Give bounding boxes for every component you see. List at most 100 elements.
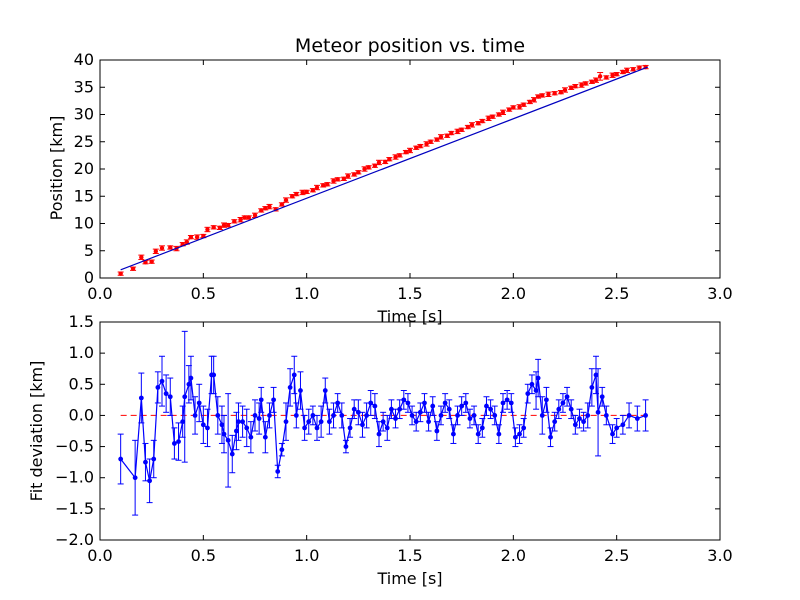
data-point <box>147 478 153 484</box>
data-point <box>583 81 588 86</box>
data-point <box>500 400 506 406</box>
data-point <box>155 385 161 390</box>
data-point <box>345 173 351 179</box>
x-axis-label: Time [s] <box>376 569 442 588</box>
data-point <box>153 249 158 254</box>
data-point <box>479 425 485 431</box>
data-point <box>610 431 615 437</box>
data-point <box>409 413 415 418</box>
data-point <box>225 437 231 443</box>
data-point <box>176 439 181 444</box>
data-point <box>343 444 349 449</box>
data-point <box>424 141 429 147</box>
data-point <box>535 94 541 99</box>
data-point <box>310 188 316 193</box>
data-point <box>599 394 605 400</box>
data-point <box>426 419 431 425</box>
x-tick-label: 1.5 <box>397 284 422 303</box>
data-point <box>298 388 303 393</box>
data-point <box>293 413 299 418</box>
data-point <box>434 428 440 434</box>
data-point <box>517 104 522 110</box>
data-point <box>130 266 136 271</box>
data-point <box>610 73 615 78</box>
data-point <box>283 197 289 203</box>
data-point <box>513 434 518 440</box>
data-point <box>403 149 409 155</box>
y-tick-label: −1.5 <box>55 499 94 518</box>
data-point <box>414 145 419 150</box>
data-point <box>290 194 295 199</box>
data-point <box>389 406 394 412</box>
x-tick-label: 3.0 <box>707 284 732 303</box>
data-point <box>360 422 365 428</box>
x-axis-label: Time [s] <box>376 307 442 326</box>
data-point <box>393 154 398 160</box>
x-tick-label: 0.0 <box>87 546 112 565</box>
data-point <box>194 234 200 240</box>
y-axis-label: Position [km] <box>47 116 66 221</box>
data-point <box>267 413 272 418</box>
data-point <box>139 255 144 260</box>
data-point <box>577 416 582 421</box>
data-point <box>159 378 165 384</box>
data-point <box>434 137 440 142</box>
data-point <box>539 413 545 418</box>
data-point <box>331 413 336 418</box>
data-point <box>643 413 648 418</box>
data-point <box>221 431 227 437</box>
data-point <box>322 388 328 393</box>
y-tick-label: 1.5 <box>69 312 94 331</box>
data-point <box>384 425 390 431</box>
data-point <box>294 191 299 197</box>
data-point <box>321 183 326 188</box>
data-point <box>306 419 312 425</box>
data-point <box>205 425 210 431</box>
data-point <box>217 225 223 231</box>
chart-title: Meteor position vs. time <box>295 35 525 57</box>
data-point <box>240 419 246 425</box>
data-point <box>159 245 165 251</box>
fit-line <box>120 66 648 271</box>
x-tick-label: 1.0 <box>294 284 319 303</box>
data-point <box>262 434 268 440</box>
data-point <box>138 395 144 401</box>
data-point <box>455 129 460 134</box>
data-point <box>118 271 123 276</box>
y-tick-label: −2.0 <box>55 530 94 549</box>
data-point <box>614 425 620 431</box>
y-tick-label: 0 <box>84 268 94 287</box>
data-point <box>355 409 361 415</box>
data-point <box>287 385 293 390</box>
data-point <box>248 434 254 440</box>
y-tick-label: −1.0 <box>55 468 94 487</box>
data-point <box>581 419 586 425</box>
data-point <box>205 227 210 232</box>
data-point <box>467 416 473 421</box>
data-point <box>335 177 340 182</box>
data-point <box>475 431 481 437</box>
y-tick-label: 10 <box>74 214 94 233</box>
data-point <box>476 121 481 126</box>
data-point <box>620 422 626 428</box>
data-point <box>184 239 189 245</box>
data-point <box>486 116 491 121</box>
data-point <box>480 118 485 124</box>
y-tick-label: 1.0 <box>69 343 94 362</box>
data-point <box>603 413 609 418</box>
data-point <box>446 406 452 412</box>
data-point <box>163 391 169 397</box>
data-point <box>232 219 237 224</box>
data-point <box>445 133 450 138</box>
data-point <box>507 107 512 112</box>
data-point <box>387 156 392 162</box>
data-point <box>331 178 336 184</box>
data-point <box>192 413 198 418</box>
data-point <box>229 451 235 457</box>
data-point <box>380 419 386 425</box>
data-point <box>314 185 320 190</box>
data-point <box>327 419 332 425</box>
data-point <box>393 416 398 421</box>
data-point <box>151 456 157 462</box>
